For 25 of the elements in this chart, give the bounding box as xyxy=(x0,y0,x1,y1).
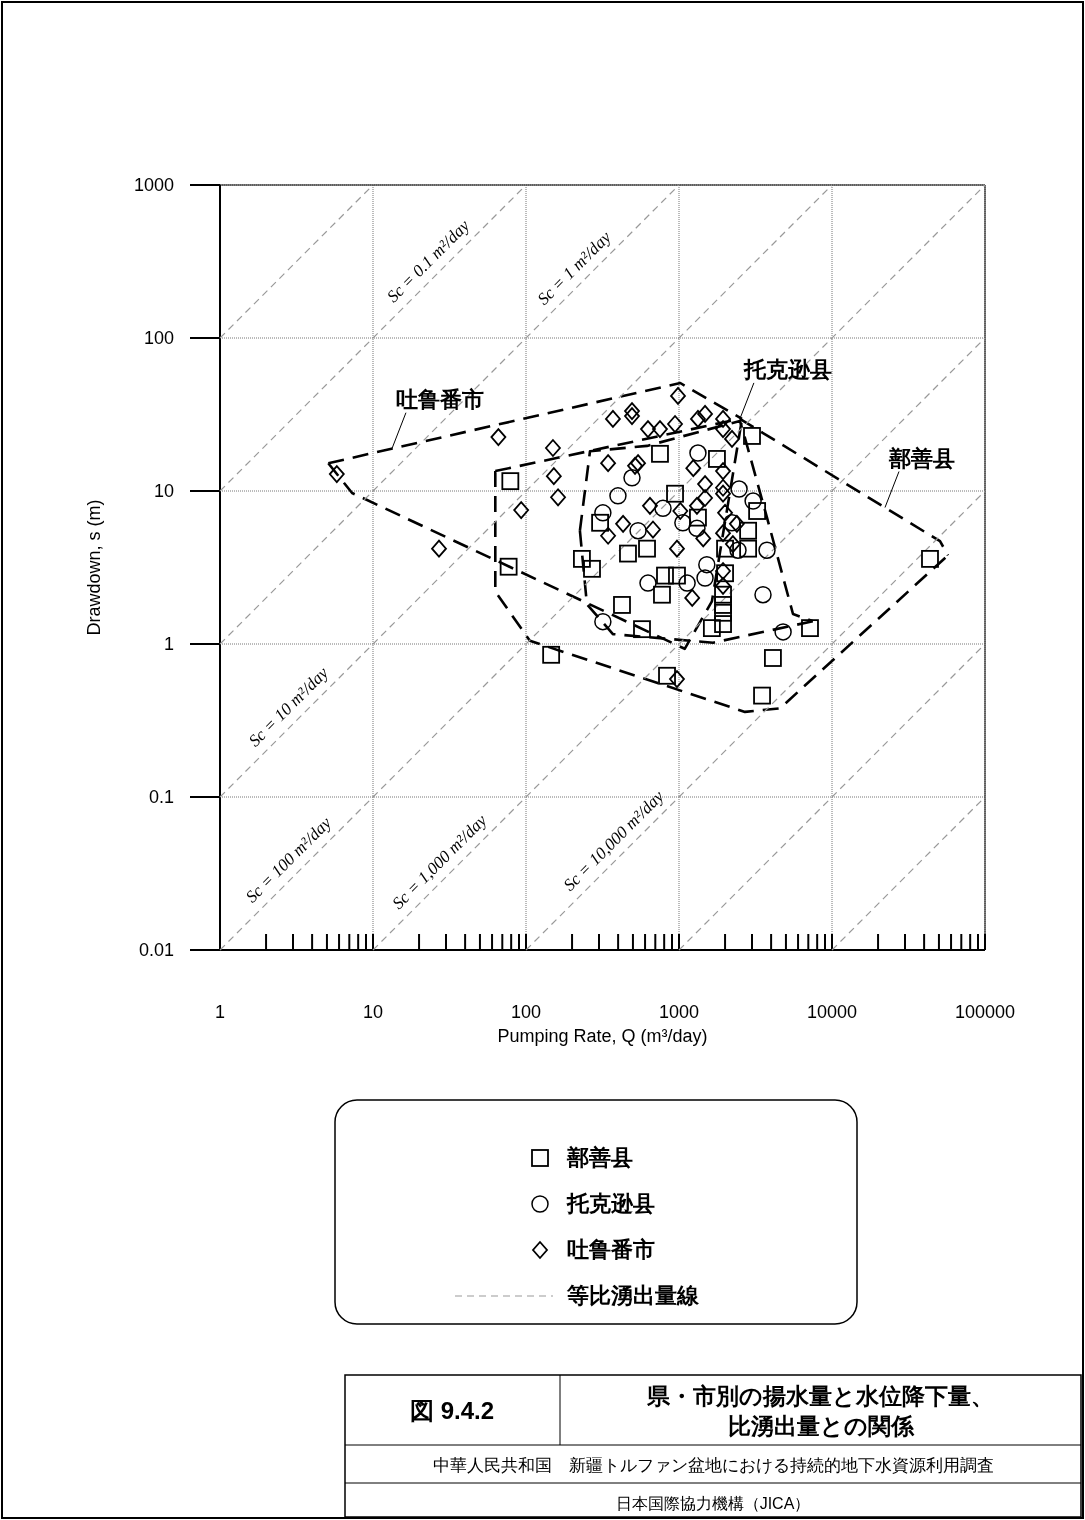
text: 中華人民共和国 新疆トルファン盆地における持続的地下水資源利用調査 xyxy=(432,1456,994,1475)
legend-label: 吐鲁番市 xyxy=(567,1237,655,1262)
x-tick-label: 1000 xyxy=(658,1002,700,1022)
annotation: 托克逊县 xyxy=(742,356,832,382)
legend-label: 托克逊县 xyxy=(566,1191,655,1216)
x-tick-label: 1 xyxy=(214,1002,226,1022)
x-tick-label: 100000 xyxy=(954,1002,1016,1022)
x-tick-label: 10 xyxy=(362,1002,384,1022)
y-tick-label: 100 xyxy=(143,328,174,348)
legend-label: 鄯善县 xyxy=(566,1145,633,1170)
text: 県・市別の揚水量と水位降下量、比湧出量との関係 xyxy=(646,1383,994,1439)
y-tick-label: 10 xyxy=(153,481,174,501)
text: 日本国際協力機構（JICA） xyxy=(615,1495,811,1512)
x-tick-label: 10000 xyxy=(806,1002,858,1022)
y-tick-label: 0.01 xyxy=(138,940,174,960)
y-tick-label: 1000 xyxy=(133,175,174,195)
y-tick-label: 0.1 xyxy=(148,787,174,807)
caption: 図 9.4.2 xyxy=(409,1397,495,1424)
annotation: 吐鲁番市 xyxy=(395,386,484,412)
y-axis-title: Drawdown, s (m) xyxy=(84,499,104,636)
x-axis-title: Pumping Rate, Q (m³/day) xyxy=(497,1026,708,1046)
x-tick-label: 100 xyxy=(510,1002,542,1022)
annotation: 鄯善县 xyxy=(887,445,955,471)
y-tick-label: 1 xyxy=(163,634,174,654)
legend-label: 等比湧出量線 xyxy=(566,1283,700,1308)
